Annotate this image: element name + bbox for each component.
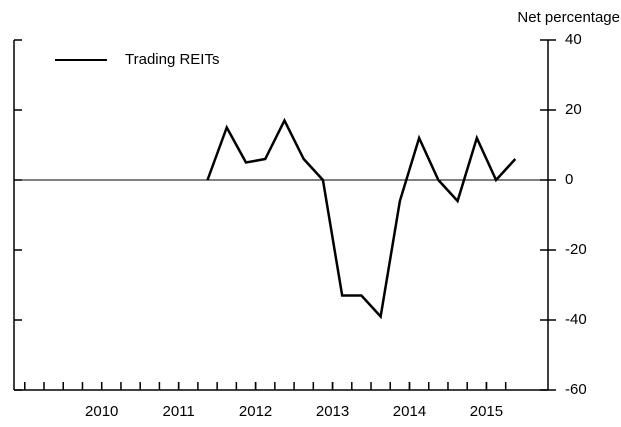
y-tick-label: -40 (565, 311, 587, 328)
x-tick-label: 2012 (239, 403, 272, 420)
x-tick-label: 2011 (163, 403, 195, 420)
y-tick-label: 40 (565, 31, 582, 48)
x-tick-label: 2015 (470, 403, 503, 420)
x-tick-label: 2014 (393, 403, 426, 420)
legend-label: Trading REITs (125, 51, 219, 68)
y-tick-label: -20 (565, 241, 587, 258)
y-tick-label: 0 (565, 171, 573, 188)
x-tick-label: 2013 (316, 403, 349, 420)
y-tick-label: 20 (565, 101, 582, 118)
y-tick-label: -60 (565, 381, 587, 398)
data-line (206, 117, 517, 320)
y-axis-label: Net percentage (517, 9, 620, 26)
x-tick-label: 2010 (85, 403, 118, 420)
